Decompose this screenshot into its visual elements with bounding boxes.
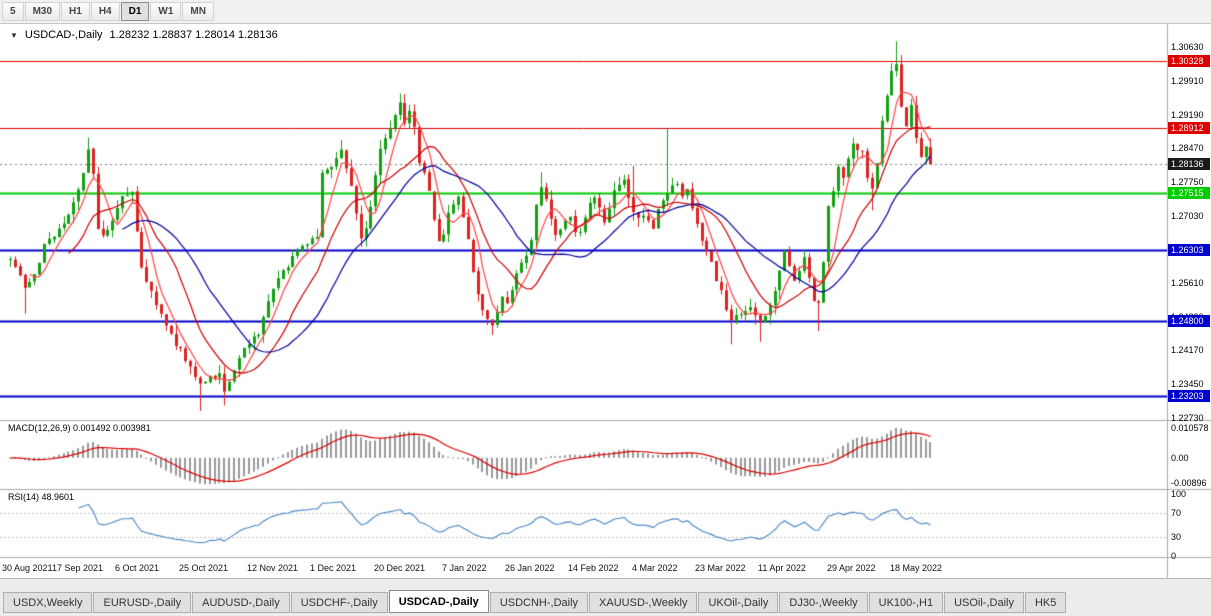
timeframe-button-h1[interactable]: H1 bbox=[61, 2, 90, 21]
chart-tab-hk5[interactable]: HK5 bbox=[1024, 592, 1067, 613]
chart-tabs-bar: USDX,Weekly EURUSD-,Daily AUDUSD-,Daily USD… bbox=[0, 578, 1211, 616]
chart-tab-uk100-h1[interactable]: UK100-,H1 bbox=[868, 592, 944, 613]
chart-symbol-icon: ▼ bbox=[10, 30, 18, 40]
timeframe-button-mn[interactable]: MN bbox=[182, 2, 214, 21]
chart-symbol-label: USDCAD-,Daily bbox=[24, 29, 103, 41]
rsi-indicator-label: RSI(14) 48.9601 bbox=[8, 492, 75, 502]
chart-tab-usdcad-daily[interactable]: USDCAD-,Daily bbox=[388, 590, 489, 613]
chart-tab-eurusd-daily[interactable]: EURUSD-,Daily bbox=[93, 592, 192, 613]
timeframe-button-d1[interactable]: D1 bbox=[120, 2, 150, 21]
chart-tab-usdx-weekly[interactable]: USDX,Weekly bbox=[3, 592, 93, 613]
macd-indicator-label: MACD(12,26,9) 0.001492 0.003981 bbox=[8, 423, 151, 433]
chart-title: ▼ USDCAD-,Daily 1.28232 1.28837 1.28014 … bbox=[10, 29, 278, 41]
timeframe-button-m30[interactable]: M30 bbox=[24, 2, 61, 21]
chart-tab-usdcnh-daily[interactable]: USDCNH-,Daily bbox=[489, 592, 589, 613]
timeframe-button-h4[interactable]: H4 bbox=[90, 2, 120, 21]
chart-tab-dj30-weekly[interactable]: DJ30-,Weekly bbox=[779, 592, 868, 613]
chart-tab-audusd-daily[interactable]: AUDUSD-,Daily bbox=[192, 592, 290, 613]
chart-tab-usoil-daily[interactable]: USOil-,Daily bbox=[944, 592, 1024, 613]
timeframe-toolbar: 5 M30 H1 H4 D1 W1 MN bbox=[0, 0, 1211, 24]
chart-tab-xauusd-weekly[interactable]: XAUUSD-,Weekly bbox=[589, 592, 698, 613]
chart-ohlc-values: 1.28232 1.28837 1.28014 1.28136 bbox=[109, 29, 278, 41]
chart-tab-ukoil-daily[interactable]: UKOil-,Daily bbox=[698, 592, 779, 613]
chart-tab-usdchf-daily[interactable]: USDCHF-,Daily bbox=[290, 592, 388, 613]
timeframe-button-w1[interactable]: W1 bbox=[150, 2, 182, 21]
timeframe-button-5[interactable]: 5 bbox=[2, 2, 24, 21]
